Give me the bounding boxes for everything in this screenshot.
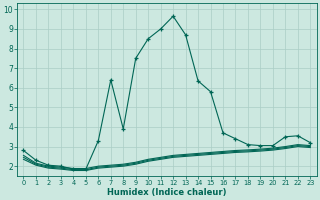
X-axis label: Humidex (Indice chaleur): Humidex (Indice chaleur)	[107, 188, 227, 197]
